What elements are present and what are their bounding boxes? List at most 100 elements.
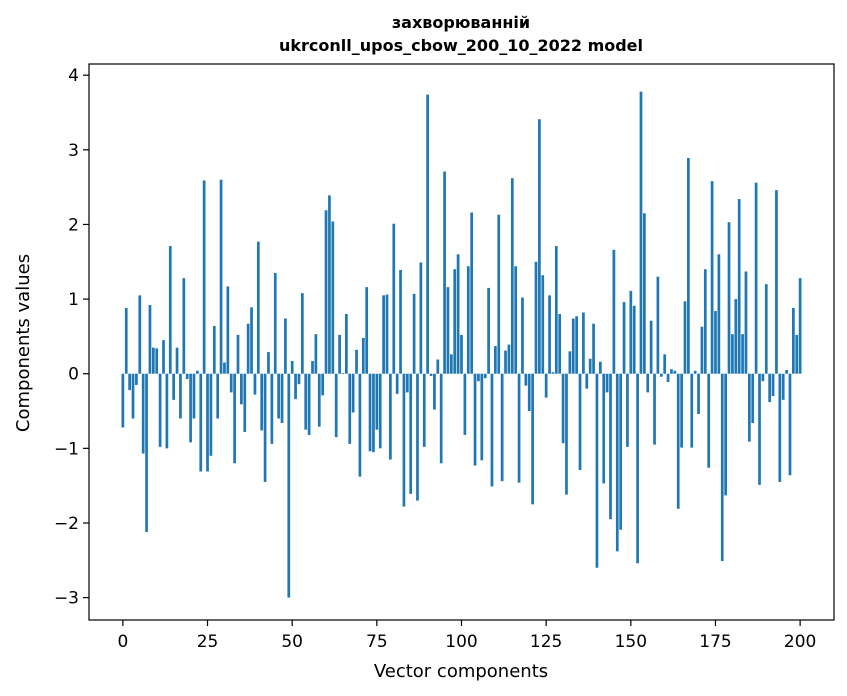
x-tick-label: 125 xyxy=(530,632,562,652)
bar xyxy=(172,373,176,400)
bar xyxy=(595,373,599,568)
bar xyxy=(345,314,348,374)
bar xyxy=(524,373,528,386)
bar xyxy=(321,373,325,396)
bar xyxy=(500,373,504,482)
bar xyxy=(175,347,179,374)
bar xyxy=(216,373,220,419)
bar xyxy=(659,373,663,377)
bar xyxy=(687,158,690,374)
y-tick-label: −2 xyxy=(54,514,79,534)
chart-title-line-2: ukrconll_upos_cbow_200_10_2022 model xyxy=(279,36,643,55)
bar xyxy=(135,373,138,385)
bar xyxy=(578,373,582,470)
bar xyxy=(494,346,497,374)
bar xyxy=(490,373,494,487)
bar xyxy=(504,350,507,374)
bar xyxy=(720,373,724,562)
bar xyxy=(229,373,233,393)
bar xyxy=(449,354,453,374)
bar xyxy=(747,373,751,442)
bar xyxy=(162,340,165,374)
bar xyxy=(680,373,683,448)
bar xyxy=(402,373,406,507)
y-axis-label: Components values xyxy=(13,254,34,432)
bar xyxy=(615,373,619,552)
bar xyxy=(260,373,264,431)
x-tick-label: 25 xyxy=(197,632,219,652)
bar xyxy=(649,320,653,374)
bar xyxy=(453,269,457,374)
bar xyxy=(670,369,673,374)
bar xyxy=(798,278,802,374)
bar xyxy=(470,212,474,374)
bar xyxy=(358,373,362,477)
bar xyxy=(405,373,409,393)
bar xyxy=(331,221,335,374)
bar xyxy=(717,254,721,374)
bar xyxy=(754,182,758,374)
bar xyxy=(703,269,707,374)
bar xyxy=(294,373,297,400)
bar xyxy=(202,180,206,374)
bar xyxy=(168,246,172,374)
bar xyxy=(534,261,538,374)
bar xyxy=(507,344,511,374)
bar xyxy=(206,373,209,472)
bar xyxy=(385,294,389,374)
bar xyxy=(575,316,578,374)
bar xyxy=(416,373,419,501)
x-tick-label: 100 xyxy=(445,632,477,652)
y-axis-ticks: −3 −2 −1 0 1 2 3 4 xyxy=(54,66,89,609)
bar xyxy=(399,269,402,374)
bar xyxy=(639,91,643,374)
bar xyxy=(179,373,182,419)
bar xyxy=(626,373,629,447)
y-tick-label: 0 xyxy=(68,365,79,385)
bar xyxy=(785,369,788,374)
bar xyxy=(185,373,189,379)
bar xyxy=(761,373,765,382)
bar xyxy=(598,361,602,374)
bar xyxy=(263,373,267,482)
bar xyxy=(602,373,606,484)
bar xyxy=(378,373,382,449)
bar xyxy=(365,287,369,374)
bar xyxy=(771,373,775,397)
bar xyxy=(707,373,711,468)
bar xyxy=(646,373,650,393)
bar xyxy=(609,373,612,520)
bar xyxy=(466,266,470,374)
bar xyxy=(446,287,450,374)
bar xyxy=(226,286,230,374)
bar xyxy=(192,373,196,419)
bar xyxy=(243,373,247,432)
bar xyxy=(778,373,782,482)
bar xyxy=(592,323,595,374)
bar xyxy=(636,373,639,564)
bar xyxy=(317,373,321,427)
bar xyxy=(487,287,490,374)
x-axis-label: Vector components xyxy=(374,661,548,682)
bar xyxy=(256,241,260,374)
bar xyxy=(121,373,125,428)
bar xyxy=(348,373,352,444)
bar xyxy=(714,311,717,374)
bar xyxy=(460,334,463,374)
bar xyxy=(439,373,443,464)
bar xyxy=(368,373,372,452)
bar xyxy=(382,295,385,374)
bar xyxy=(361,337,365,374)
bar xyxy=(724,373,727,496)
bar xyxy=(158,373,162,447)
bar xyxy=(775,190,778,374)
bar xyxy=(571,318,575,374)
bar xyxy=(538,119,541,374)
bar xyxy=(196,370,199,374)
bar xyxy=(334,373,338,438)
bar xyxy=(351,373,355,413)
bar xyxy=(666,373,670,382)
bar xyxy=(751,373,755,423)
bar xyxy=(304,373,308,430)
